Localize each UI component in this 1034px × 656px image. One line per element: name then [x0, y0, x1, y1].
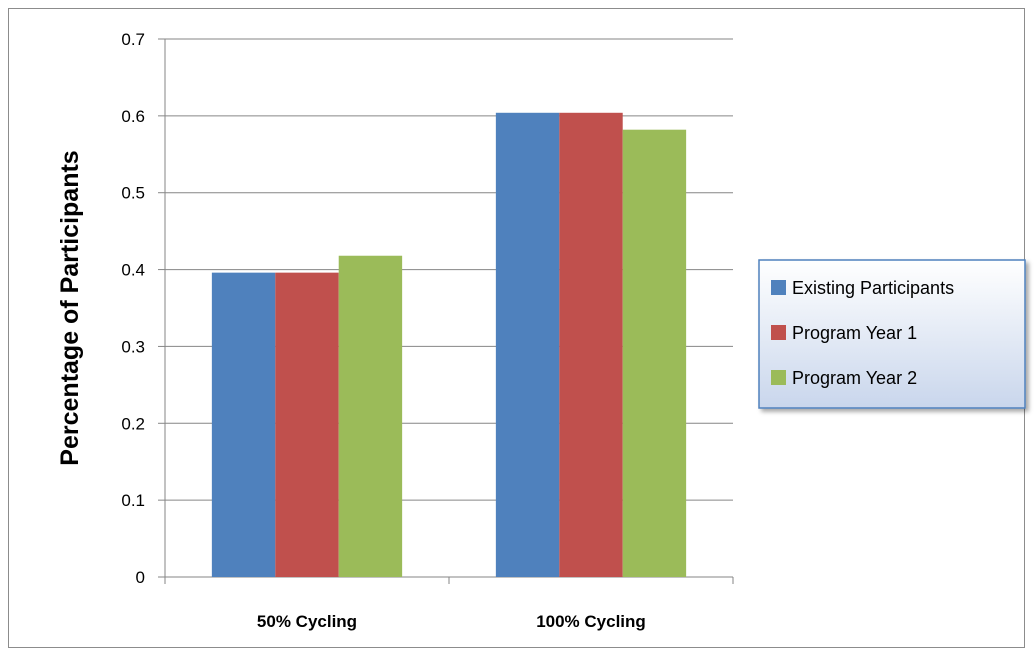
y-tick-label: 0.5 — [121, 184, 145, 203]
y-tick-labels: 0 0.1 0.2 0.3 0.4 0.5 0.6 0.7 — [121, 30, 145, 587]
category-label: 100% Cycling — [536, 612, 646, 631]
y-tick-label: 0.6 — [121, 107, 145, 126]
legend-swatch — [771, 325, 786, 340]
bars — [211, 112, 687, 578]
y-tick-label: 0.3 — [121, 337, 145, 356]
bar-existing-participants — [211, 272, 276, 577]
y-tick-label: 0.7 — [121, 30, 145, 49]
bar-program-year-2 — [622, 129, 687, 578]
legend-box — [758, 259, 1026, 409]
legend-label: Program Year 1 — [792, 323, 917, 343]
y-tick-label: 0.4 — [121, 261, 145, 280]
legend-label: Existing Participants — [792, 278, 954, 298]
y-tick-label: 0.2 — [121, 414, 145, 433]
y-axis-label: Percentage of Participants — [56, 150, 84, 465]
bar-program-year-1 — [559, 112, 623, 577]
category-labels: 50% Cycling 100% Cycling — [257, 612, 646, 631]
bar-existing-participants — [495, 112, 560, 577]
bar-program-year-1 — [275, 272, 339, 577]
legend-label: Program Year 2 — [792, 368, 917, 388]
legend-swatch — [771, 370, 786, 385]
legend-swatch — [771, 280, 786, 295]
category-label: 50% Cycling — [257, 612, 357, 631]
bar-program-year-2 — [338, 255, 403, 578]
legend: Existing Participants Program Year 1 Progr… — [758, 259, 1026, 409]
y-tick-label: 0.1 — [121, 491, 145, 510]
y-tick-label: 0 — [136, 568, 145, 587]
